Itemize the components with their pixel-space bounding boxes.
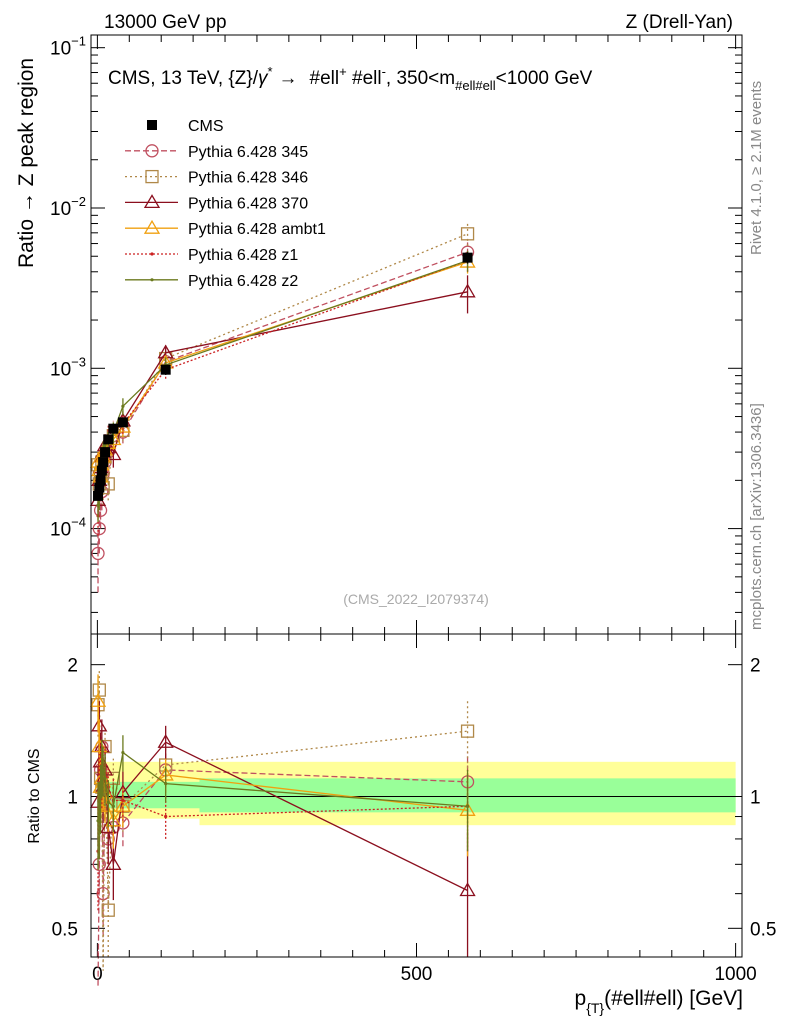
legend-label: Pythia 6.428 345 [188,144,308,161]
main-point [160,364,171,375]
ratio-point [106,800,110,804]
ratio-point [121,750,125,755]
x-tick-label: 500 [401,964,433,985]
legend-item: Pythia 6.428 z2 [125,273,298,290]
ratio-point [121,798,125,802]
ratio-point [105,856,122,870]
main-series-line [97,291,468,501]
legend-item: Pythia 6.428 370 [125,194,308,212]
main-series [91,242,475,593]
ratio-point [465,804,470,808]
ratio-point [157,733,174,748]
main-point [103,443,107,448]
main-y-tick-label: 10−3 [50,354,86,380]
ratio-point [459,882,476,897]
legend-marker [145,144,159,158]
legend-label: Pythia 6.428 z1 [188,247,298,264]
legend-marker [145,169,159,184]
main-series [91,223,475,506]
main-point [462,252,473,263]
main-point [117,417,128,428]
main-series [93,252,473,501]
main-y-tick-label: 10−1 [50,34,86,60]
header-right: Z (Drell-Yan) [626,12,733,33]
legend-label: Pythia 6.428 z2 [188,273,298,290]
ratio-y-tick-label-right: 0.5 [750,919,776,940]
main-point [108,423,119,434]
main-series [89,275,476,516]
ratio-series-layer [89,669,476,986]
x-tick-label: 1000 [714,964,756,985]
main-y-tick-label: 10−2 [50,194,86,220]
main-series-line [97,261,468,478]
main-axis-ticks: 10−4 10−3 10−2 10−1 [50,34,742,634]
ratio-point [111,804,115,808]
ratio-y-tick-label-left: 2 [67,656,78,677]
legend-label: Pythia 6.428 346 [188,170,308,187]
ratio-point [91,738,108,753]
main-y-tick-label: 10−4 [50,515,86,541]
main-point [98,457,109,468]
main-point [103,434,114,445]
main-series [96,250,470,536]
ratio-axis-ticks: 0.5 0.5 1 1 2 2 0 500 1000 [52,634,776,985]
ratio-point [101,768,105,772]
ratio-y-tick-label-right: 2 [750,656,761,677]
main-series-line [97,251,468,554]
legend-item: CMS [147,118,224,135]
x-tick-label: 0 [92,964,103,985]
main-y-axis-label: Ratio → Z peak region [15,58,38,268]
legend-item: Pythia 6.428 345 [125,144,308,161]
ratio-point [103,776,107,780]
analysis-watermark: (CMS_2022_I2079374) [343,591,489,607]
main-point [459,283,476,298]
legend-marker [143,194,161,209]
ratio-y-axis-label: Ratio to CMS [26,748,43,843]
main-point [92,521,106,536]
ratio-plot-frame [90,633,743,958]
legend-label: Pythia 6.428 370 [188,195,308,212]
main-point [96,465,107,476]
main-point [95,475,106,486]
ratio-point [101,903,115,917]
legend-item: Pythia 6.428 z1 [125,247,298,264]
main-series-line [97,259,468,506]
legend-marker [143,219,161,234]
rivet-version-label: Rivet 4.1.0, ≥ 2.1M events [748,81,765,255]
ratio-series-line [97,690,468,971]
main-point [93,490,104,501]
ratio-point [164,814,168,819]
legend-marker [150,252,154,256]
ratio-series [89,701,476,957]
ratio-y-tick-label-right: 1 [750,787,761,808]
ratio-point [164,782,168,786]
main-point [100,447,111,458]
main-point [93,503,108,517]
ratio-point [460,724,475,738]
plot-title: CMS, 13 TeV, {Z}/γ* → #ell+ #ell-, 350<m#e… [108,64,593,93]
x-axis-label: p{T}(#ell#ell) [GeV] [575,987,743,1016]
legend-label: CMS [188,118,224,135]
main-series-layer [89,223,476,593]
legend-item: Pythia 6.428 ambt1 [125,219,326,238]
main-point [94,482,105,493]
main-point [121,404,125,408]
legend: CMS Pythia 6.428 345 Pythia 6.428 346 Pythi… [125,118,326,290]
legend-marker [150,278,154,282]
legend-label: Pythia 6.428 ambt1 [188,221,326,238]
ratio-y-tick-label-left: 0.5 [52,919,78,940]
mcplots-site-label: mcplots.cern.ch [arXiv:1306.3436] [748,403,765,630]
main-point [460,227,475,241]
main-series-line [97,259,468,516]
ratio-point [89,692,107,707]
ratio-series [96,735,470,870]
ratio-y-tick-label-left: 1 [67,787,78,808]
legend-item: Pythia 6.428 346 [125,170,308,187]
header-left: 13000 GeV pp [104,12,227,33]
legend-marker [147,120,157,130]
main-point [91,546,105,561]
